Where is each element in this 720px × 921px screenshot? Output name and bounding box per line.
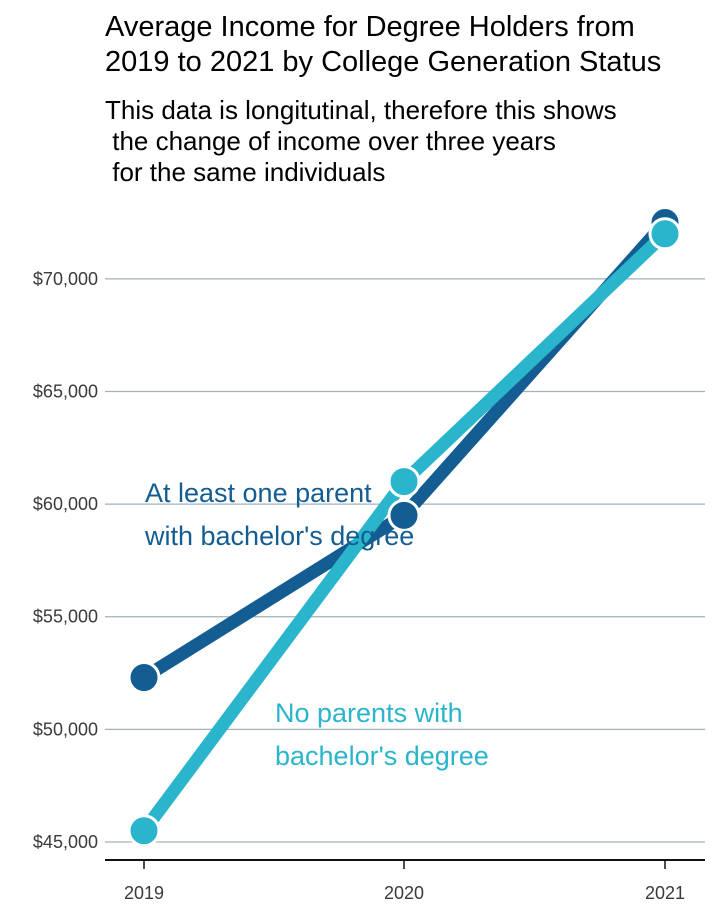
series-points (127, 206, 682, 848)
data-point (127, 661, 161, 695)
x-tick-label: 2020 (384, 883, 424, 903)
data-point (127, 814, 161, 848)
chart-subtitle: This data is longitutinal, therefore thi… (105, 95, 617, 187)
series-label: bachelor's degree (275, 741, 489, 771)
series-label: with bachelor's degree (144, 521, 414, 551)
series-line (137, 216, 672, 685)
data-point (387, 498, 421, 532)
y-tick-label: $50,000 (33, 719, 98, 739)
y-tick-label: $65,000 (33, 381, 98, 401)
data-point (648, 217, 682, 251)
y-tick-label: $70,000 (33, 269, 98, 289)
chart-title: Average Income for Degree Holders from 2… (105, 11, 662, 78)
series-labels: At least one parent with bachelor's degre… (144, 478, 489, 771)
y-tick-label: $55,000 (33, 607, 98, 627)
series-label: At least one parent (145, 478, 372, 508)
x-tick-label: 2021 (645, 883, 685, 903)
y-tick-label: $45,000 (33, 832, 98, 852)
data-point (387, 465, 421, 499)
x-axis: 2019 2020 2021 (105, 859, 705, 903)
x-tick-label: 2019 (124, 883, 164, 903)
gridlines (105, 278, 705, 843)
series-label: No parents with (275, 698, 463, 728)
y-axis-ticks: $45,000 $50,000 $55,000 $60,000 $65,000 $70,0… (33, 269, 98, 852)
y-tick-label: $60,000 (33, 494, 98, 514)
